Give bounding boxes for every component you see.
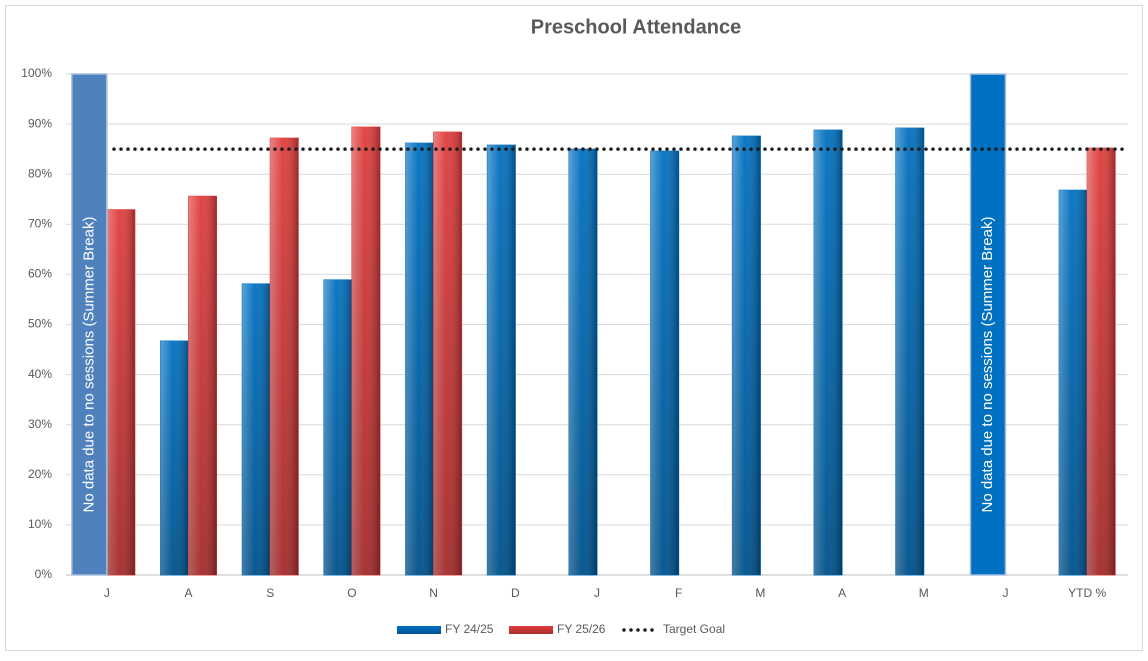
bar (188, 195, 218, 576)
y-tick-label: 70% (28, 216, 52, 230)
bar (160, 340, 190, 576)
y-tick-label: 60% (28, 267, 52, 281)
bar (433, 131, 463, 576)
bar (241, 283, 271, 576)
bar (106, 209, 136, 576)
x-tick-label: F (675, 586, 682, 600)
y-tick-label: 90% (28, 116, 52, 130)
bar-shade (160, 341, 189, 575)
bar-shade (487, 145, 516, 575)
y-tick-label: 10% (28, 517, 52, 531)
x-tick-label: J (104, 586, 110, 600)
x-tick-label: A (838, 586, 846, 600)
y-tick-label: 40% (28, 367, 52, 381)
bar-shade (1087, 148, 1116, 575)
bar-shade (270, 138, 299, 576)
bar-shade (814, 130, 843, 575)
x-tick-label: D (511, 586, 520, 600)
annotation-box (969, 73, 1007, 576)
bar-shade (351, 127, 380, 575)
bar-shade (323, 279, 352, 575)
legend-label: FY 25/26 (557, 622, 606, 636)
y-tick-label: 80% (28, 166, 52, 180)
bar (351, 126, 381, 576)
x-tick-label: J (594, 586, 600, 600)
bar-shade (895, 128, 924, 575)
x-tick-label: N (429, 586, 438, 600)
bar-shade (433, 132, 462, 575)
bar-shade (188, 196, 217, 575)
chart-title: Preschool Attendance (531, 16, 741, 38)
legend-swatch-shine (509, 626, 553, 634)
x-tick-label: A (185, 586, 193, 600)
y-tick-label: 50% (28, 317, 52, 331)
bar (1058, 189, 1088, 576)
bar-shade (405, 143, 434, 575)
legend-swatch-shine (397, 626, 441, 634)
legend-label: FY 24/25 (445, 622, 494, 636)
bar (731, 135, 761, 576)
bar (813, 129, 843, 576)
legend-label: Target Goal (663, 622, 725, 636)
bar (323, 279, 353, 576)
bar (486, 144, 516, 576)
bar-shade (732, 136, 761, 575)
bar-shade (650, 151, 679, 576)
bar-shade (569, 149, 597, 575)
annotation-box (71, 73, 108, 576)
y-tick-label: 0% (35, 567, 53, 581)
y-tick-label: 20% (28, 467, 52, 481)
bar-shade (1059, 190, 1088, 575)
x-tick-label: J (1002, 586, 1008, 600)
x-tick-label: M (919, 586, 929, 600)
bar (405, 142, 435, 576)
y-tick-label: 100% (21, 66, 52, 80)
bar (895, 127, 925, 576)
bar (650, 150, 680, 576)
bar (568, 148, 598, 576)
y-tick-label: 30% (28, 417, 52, 431)
bar (269, 137, 299, 576)
bar (1086, 147, 1116, 576)
x-tick-label: M (755, 586, 765, 600)
annotation-text: No data due to no sessions (Summer Break… (979, 217, 996, 513)
x-tick-label: YTD % (1068, 586, 1106, 600)
bar-shade (106, 209, 135, 575)
annotation-text: No data due to no sessions (Summer Break… (80, 217, 97, 513)
bar-shade (242, 283, 271, 575)
x-tick-label: O (347, 586, 356, 600)
x-tick-label: S (266, 586, 274, 600)
